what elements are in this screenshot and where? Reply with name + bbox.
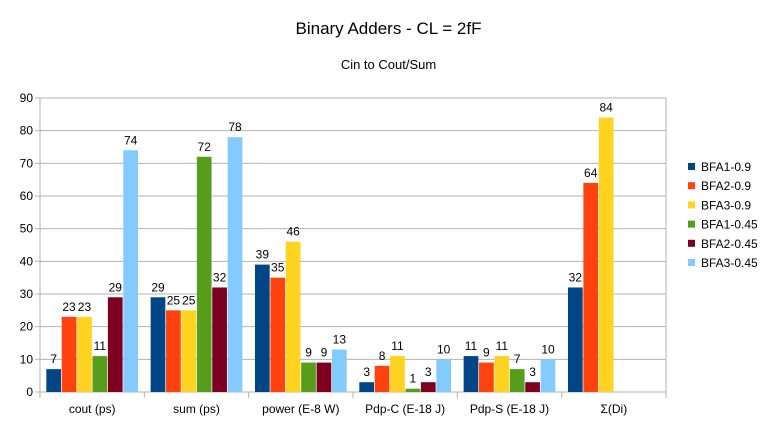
bar <box>227 137 243 392</box>
bar <box>181 310 197 392</box>
bar <box>479 362 494 392</box>
bar <box>77 316 92 392</box>
data-label: 25 <box>167 293 181 307</box>
bar <box>331 349 347 392</box>
data-label: 10 <box>437 342 451 356</box>
bar <box>92 356 108 392</box>
x-tick-label: power (E-8 W) <box>262 402 339 416</box>
bar <box>316 362 332 392</box>
data-label: 29 <box>151 280 165 294</box>
y-tick-label: 10 <box>20 352 34 366</box>
data-label: 7 <box>514 352 521 366</box>
bar <box>150 297 166 392</box>
data-label: 35 <box>271 261 285 275</box>
legend-swatch <box>688 163 695 170</box>
bar <box>436 359 452 392</box>
data-label: 25 <box>182 293 196 307</box>
bar <box>107 297 123 392</box>
data-label: 3 <box>363 365 370 379</box>
bar <box>123 150 139 392</box>
y-tick-label: 50 <box>20 222 34 236</box>
y-tick-label: 80 <box>20 124 34 138</box>
data-label: 11 <box>496 339 509 353</box>
data-label: 32 <box>213 270 227 284</box>
bar <box>285 241 301 392</box>
y-tick-label: 30 <box>20 287 34 301</box>
y-tick-label: 20 <box>20 320 34 334</box>
data-label: 23 <box>78 300 92 314</box>
bar <box>463 356 479 392</box>
data-label: 13 <box>333 333 347 347</box>
x-tick-label: cout (ps) <box>69 402 116 416</box>
bar <box>61 316 77 392</box>
legend-label: BFA1-0.45 <box>701 218 758 232</box>
x-tick-label: Pdp-S (E-18 J) <box>470 402 549 416</box>
chart-subtitle: Cin to Cout/Sum <box>340 57 437 72</box>
data-label: 3 <box>425 365 432 379</box>
data-label: 29 <box>109 280 123 294</box>
data-label: 11 <box>391 339 404 353</box>
bar <box>509 369 525 392</box>
legend-swatch <box>688 220 695 228</box>
bar <box>390 356 405 392</box>
y-tick-label: 90 <box>20 91 34 105</box>
bar <box>540 359 556 392</box>
y-tick-label: 60 <box>20 189 34 203</box>
data-label: 8 <box>379 349 386 363</box>
data-label: 46 <box>286 225 300 239</box>
bar <box>212 287 227 392</box>
data-label: 11 <box>94 339 107 353</box>
bar <box>598 117 614 392</box>
x-tick-label: Pdp-C (E-18 J) <box>365 402 445 416</box>
bar <box>525 382 540 392</box>
data-label: 9 <box>305 346 312 360</box>
bar <box>567 287 583 392</box>
bar <box>46 369 62 392</box>
data-label: 1 <box>410 372 417 386</box>
bar <box>301 362 316 392</box>
bar <box>374 365 390 392</box>
x-tick-label: sum (ps) <box>173 402 220 416</box>
data-label: 84 <box>599 101 613 115</box>
legend-label: BFA1-0.9 <box>701 160 751 174</box>
legend-swatch <box>688 239 695 247</box>
data-label: 9 <box>483 346 490 360</box>
data-label: 10 <box>541 342 555 356</box>
data-label: 39 <box>256 248 270 262</box>
data-label: 64 <box>584 166 598 180</box>
bar <box>254 264 270 392</box>
bar <box>359 382 375 392</box>
data-label: 9 <box>321 346 328 360</box>
y-tick-label: 40 <box>20 254 34 268</box>
data-label: 72 <box>198 140 212 154</box>
bar <box>405 388 421 392</box>
data-label: 11 <box>465 339 478 353</box>
bar <box>270 277 286 392</box>
legend-swatch <box>688 182 695 190</box>
y-tick-label: 70 <box>20 156 34 170</box>
bar <box>420 382 436 392</box>
legend-label: BFA3-0.45 <box>701 256 758 270</box>
bar <box>583 182 599 392</box>
data-label: 7 <box>50 352 57 366</box>
bar <box>166 310 181 392</box>
data-label: 78 <box>228 120 242 134</box>
bar <box>494 356 510 392</box>
legend-label: BFA2-0.45 <box>701 237 758 251</box>
legend-swatch <box>688 201 695 209</box>
data-label: 32 <box>569 270 583 284</box>
data-label: 74 <box>124 133 138 147</box>
legend-label: BFA2-0.9 <box>701 179 751 193</box>
x-tick-label: Σ(Di) <box>600 402 627 416</box>
chart-title: Binary Adders - CL = 2fF <box>295 19 482 38</box>
data-label: 23 <box>62 300 76 314</box>
legend-label: BFA3-0.9 <box>701 198 751 212</box>
bar <box>196 156 212 392</box>
data-label: 3 <box>529 365 536 379</box>
legend-swatch <box>688 259 695 266</box>
y-tick-label: 0 <box>26 385 33 399</box>
